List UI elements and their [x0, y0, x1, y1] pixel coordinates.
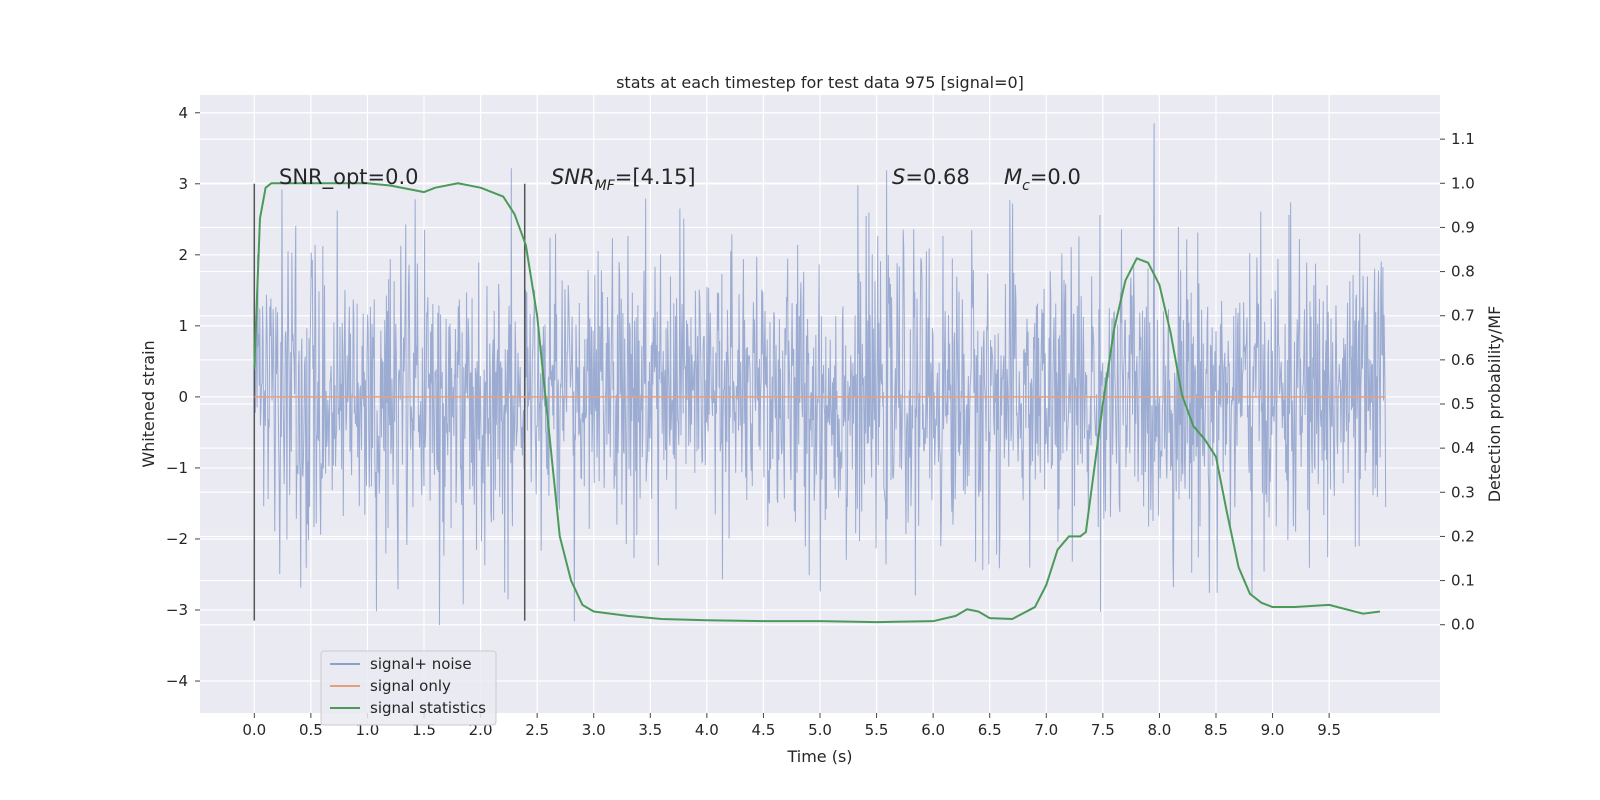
y-left-tick-label: 0: [178, 388, 188, 406]
x-tick-label: 9.0: [1261, 721, 1285, 739]
x-tick-label: 4.5: [752, 721, 776, 739]
legend-box: [320, 650, 497, 726]
y-left-tick-label: −1: [166, 459, 188, 477]
x-tick-label: 3.5: [638, 721, 662, 739]
y-right-tick-label: 0.1: [1451, 572, 1475, 590]
y-axis-left-label: Whitened strain: [139, 340, 158, 467]
annotation-mc: Mc=0.0: [1004, 165, 1081, 194]
annotation-s: S=0.68: [892, 165, 970, 189]
annotation-mc-value: =0.0: [1030, 165, 1081, 189]
x-tick-label: 9.5: [1317, 721, 1341, 739]
annotation-mc-subscript: c: [1022, 178, 1030, 194]
annotation-snr-mf: SNRMF=[4.15]: [551, 165, 696, 194]
x-tick-label: 6.5: [978, 721, 1002, 739]
y-left-tick-label: −3: [166, 601, 188, 619]
y-right-tick-label: 0.0: [1451, 616, 1475, 634]
y-right-tick-label: 1.0: [1451, 174, 1475, 192]
annotation-snr-opt: SNR_opt=0.0: [279, 165, 419, 190]
y-right-tick-label: 0.6: [1451, 351, 1475, 369]
vertical-markers: [253, 183, 526, 621]
signal-statistics-line: [253, 182, 1381, 624]
y-right-tick-label: 0.7: [1451, 307, 1475, 325]
y-left-tick-label: 3: [178, 175, 188, 193]
legend-label-signal-noise: signal+ noise: [370, 655, 472, 673]
x-tick-label: 5.5: [865, 721, 889, 739]
y-left-tick-label: −4: [166, 672, 188, 690]
signal-noise-series: [253, 123, 1387, 626]
annotation-snr-mf-symbol: SNR: [551, 165, 595, 189]
legend-label-signal-statistics: signal statistics: [370, 699, 486, 717]
y-axis-right-label: Detection probability/MF: [1485, 306, 1504, 503]
annotation-snr-mf-subscript: MF: [595, 178, 616, 194]
x-tick-label: 6.0: [921, 721, 945, 739]
x-tick-label: 2.5: [525, 721, 549, 739]
signal-noise-line: [253, 123, 1387, 626]
y-right-tick-label: 0.8: [1451, 263, 1475, 281]
x-tick-label: 8.0: [1147, 721, 1171, 739]
x-tick-label: 8.5: [1204, 721, 1228, 739]
x-tick-label: 0.0: [242, 721, 266, 739]
y-left-tick-label: −2: [166, 530, 188, 548]
y-left-tick-label: 2: [178, 246, 188, 264]
signal-statistics-series: [253, 182, 1381, 624]
y-right-tick-label: 0.9: [1451, 218, 1475, 236]
annotation-mc-symbol: M: [1004, 165, 1022, 189]
x-tick-label: 0.5: [299, 721, 323, 739]
x-tick-label: 7.0: [1034, 721, 1058, 739]
x-axis-label: Time (s): [786, 747, 852, 766]
legend-label-signal-only: signal only: [370, 677, 451, 695]
annotation-s-value: =0.68: [905, 165, 969, 189]
x-tick-label: 7.5: [1091, 721, 1115, 739]
x-tick-label: 5.0: [808, 721, 832, 739]
y-left-tick-label: 4: [178, 104, 188, 122]
chart-title: stats at each timestep for test data 975…: [616, 73, 1024, 92]
y-right-tick-label: 0.5: [1451, 395, 1475, 413]
y-left-tick-label: 1: [178, 317, 188, 335]
legend: signal+ noise signal only signal statist…: [320, 650, 497, 726]
y-right-tick-label: 1.1: [1451, 130, 1475, 148]
y-right-tick-label: 0.2: [1451, 527, 1475, 545]
annotation-s-symbol: S: [892, 165, 905, 189]
x-tick-label: 4.0: [695, 721, 719, 739]
annotation-snr-mf-value: =[4.15]: [615, 165, 696, 189]
annotations: SNR_opt=0.0 SNRMF=[4.15] S=0.68 Mc=0.0: [279, 165, 1081, 194]
ticks: 0.0 0.5 1.0 1.5 2.0 2.5 3.0 3.5 4.0 4.5 5.0 5.5 6.0 6…: [166, 104, 1475, 739]
x-tick-label: 3.0: [582, 721, 606, 739]
y-right-tick-label: 0.4: [1451, 439, 1475, 457]
y-right-tick-label: 0.3: [1451, 483, 1475, 501]
